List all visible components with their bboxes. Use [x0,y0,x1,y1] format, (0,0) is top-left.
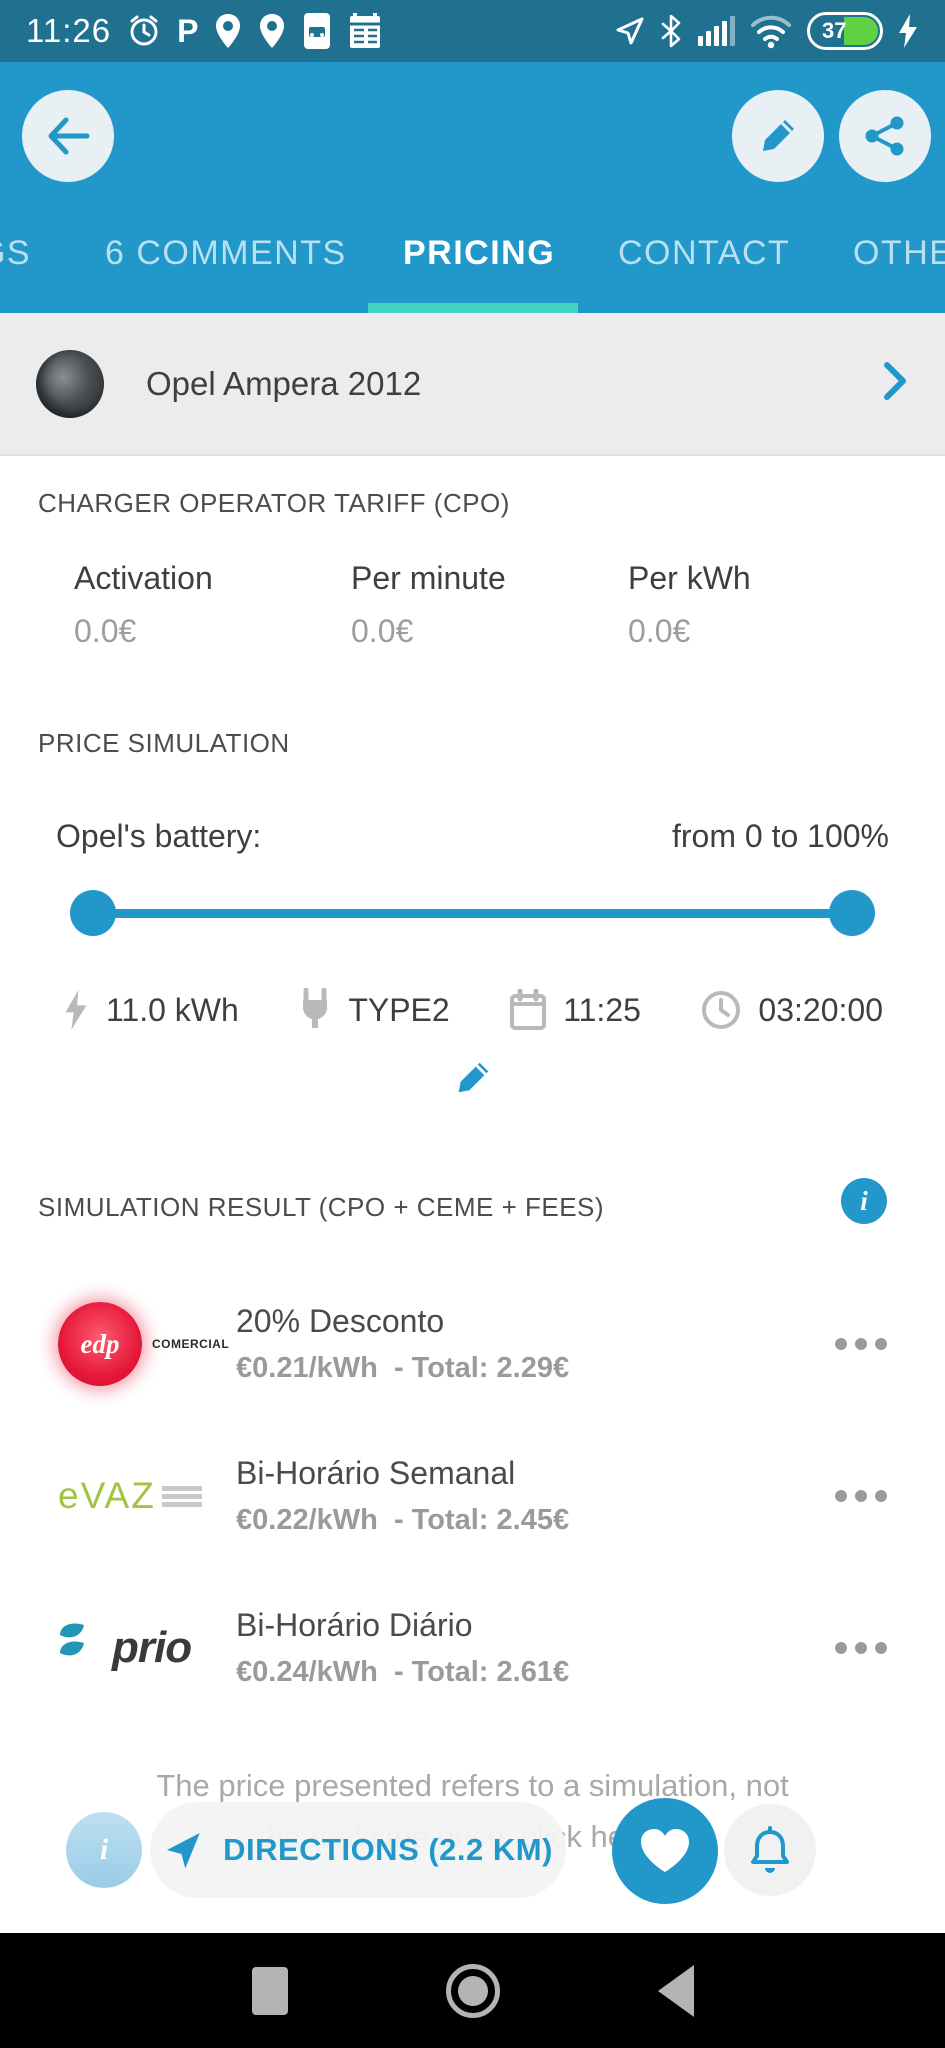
clock-time: 11:26 [26,12,112,49]
tab-ratings[interactable]: RATINGS [0,234,32,272]
android-back-button[interactable] [657,1964,694,2017]
battery-fill [844,17,878,45]
vehicle-row[interactable]: Opel Ampera 2012 [0,313,945,456]
more-options-icon[interactable] [835,1338,887,1350]
simulation-stats: 11.0 kWh TYPE2 11:25 03:20:00 [62,988,883,1032]
notifications-button[interactable] [724,1804,816,1896]
slider-handle-max[interactable] [829,890,875,936]
edp-logo: edp COMERCIAL [58,1302,236,1386]
cpo-column-label: Per kWh [628,560,751,596]
tab-contact[interactable]: CONTACT [618,234,791,272]
results-list: edp COMERCIAL 20% Desconto €0.21/kWh - T… [0,1268,945,1724]
evaz-logo: eVAZ [58,1475,236,1517]
cpo-per-minute-column: Per minute 0.0€ [351,560,628,650]
info-icon: i [99,1833,109,1866]
result-row-evaz[interactable]: eVAZ Bi-Horário Semanal €0.22/kWh - Tota… [0,1420,945,1572]
navigation-arrow-icon [167,1832,200,1869]
pencil-icon [458,1062,488,1093]
cpo-column-value: 0.0€ [351,613,414,649]
calendar-icon [510,989,547,1030]
cpo-activation-column: Activation 0.0€ [74,560,351,650]
slider-track[interactable] [90,909,855,918]
chevron-right-icon [883,361,907,406]
battery-range-slider[interactable] [70,888,875,938]
tariff-price: €0.24/kWh - Total: 2.61€ [236,1656,570,1688]
plug-icon [303,988,328,1028]
signal-strength-icon [698,16,735,46]
simulation-section-title: PRICE SIMULATION [38,728,290,758]
wifi-icon [749,13,793,49]
prio-leaf-icon [60,1623,84,1656]
battery-label: Opel's battery: [56,818,262,854]
location-pin-icon [214,13,242,49]
pencil-icon [763,120,794,151]
cpo-tariff-table: Activation 0.0€ Per minute 0.0€ Per kWh … [74,560,905,650]
result-row-prio[interactable]: prio Bi-Horário Diário €0.24/kWh - Total… [0,1572,945,1724]
home-button[interactable] [445,1963,500,2018]
slider-handle-min[interactable] [70,890,116,936]
parking-icon: P [177,12,199,49]
android-navigation-bar [0,1933,945,2048]
more-options-icon[interactable] [835,1642,887,1654]
clock-icon [702,991,741,1029]
tab-others[interactable]: OTHERS [853,234,945,272]
tab-pricing[interactable]: PRICING [403,234,556,272]
bluetooth-icon [660,14,684,48]
edit-simulation-button[interactable] [453,1058,493,1103]
info-icon: i [860,1185,868,1216]
tariff-title: Bi-Horário Diário [236,1607,473,1643]
stat-start-time: 11:25 [509,989,641,1031]
evaz-logo-subtext [161,1485,202,1507]
battery-range-label: from 0 to 100% [672,818,889,854]
battery-percentage: 37 [822,18,847,43]
tariff-price: €0.21/kWh - Total: 2.29€ [236,1352,570,1384]
info-button[interactable]: i [66,1812,142,1888]
lightning-icon [65,990,87,1030]
edit-button[interactable] [732,90,824,182]
cpo-column-value: 0.0€ [74,613,137,649]
stat-connector: TYPE2 [298,988,450,1032]
battery-icon: 37 [807,12,883,50]
schedule-icon [348,12,382,50]
status-bar: 11:26 P [0,0,945,62]
active-tab-underline [368,303,578,313]
tab-comments[interactable]: 6 COMMENTS [105,234,347,272]
alarm-icon [127,14,161,48]
tariff-title: 20% Desconto [236,1303,445,1339]
cpo-section-title: CHARGER OPERATOR TARIFF (CPO) [38,488,510,518]
results-section-title: SIMULATION RESULT (CPO + CEME + FEES) [38,1192,605,1222]
more-options-icon[interactable] [835,1490,887,1502]
back-button[interactable] [22,90,114,182]
tariff-price: €0.22/kWh - Total: 2.45€ [236,1504,570,1536]
location-pin-icon [258,13,286,49]
transport-card-icon [302,11,332,51]
bell-icon [751,1826,789,1873]
navigation-arrow-icon [614,15,646,47]
share-button[interactable] [839,90,931,182]
heart-icon [641,1829,689,1872]
charging-icon [897,13,919,49]
cpo-column-label: Per minute [351,560,506,596]
share-icon [865,116,904,156]
result-row-edp[interactable]: edp COMERCIAL 20% Desconto €0.21/kWh - T… [0,1268,945,1420]
cpo-per-kwh-column: Per kWh 0.0€ [628,560,905,650]
recents-button[interactable] [251,1966,288,2015]
directions-button[interactable]: DIRECTIONS (2.2 KM) [150,1802,566,1898]
stat-energy: 11.0 kWh [62,989,239,1031]
vehicle-name: Opel Ampera 2012 [146,364,422,402]
prio-logo: prio [58,1617,236,1679]
back-arrow-icon [48,117,90,155]
edp-logo-icon: edp [58,1302,142,1386]
cpo-column-value: 0.0€ [628,613,691,649]
vehicle-avatar [36,349,104,418]
favorite-button[interactable] [612,1798,718,1904]
cpo-column-label: Activation [74,560,213,596]
header: RATINGS 6 COMMENTS PRICING CONTACT OTHER… [0,62,945,313]
tariff-title: Bi-Horário Semanal [236,1455,516,1491]
results-info-button[interactable]: i [841,1178,887,1224]
stat-duration: 03:20:00 [700,989,883,1031]
